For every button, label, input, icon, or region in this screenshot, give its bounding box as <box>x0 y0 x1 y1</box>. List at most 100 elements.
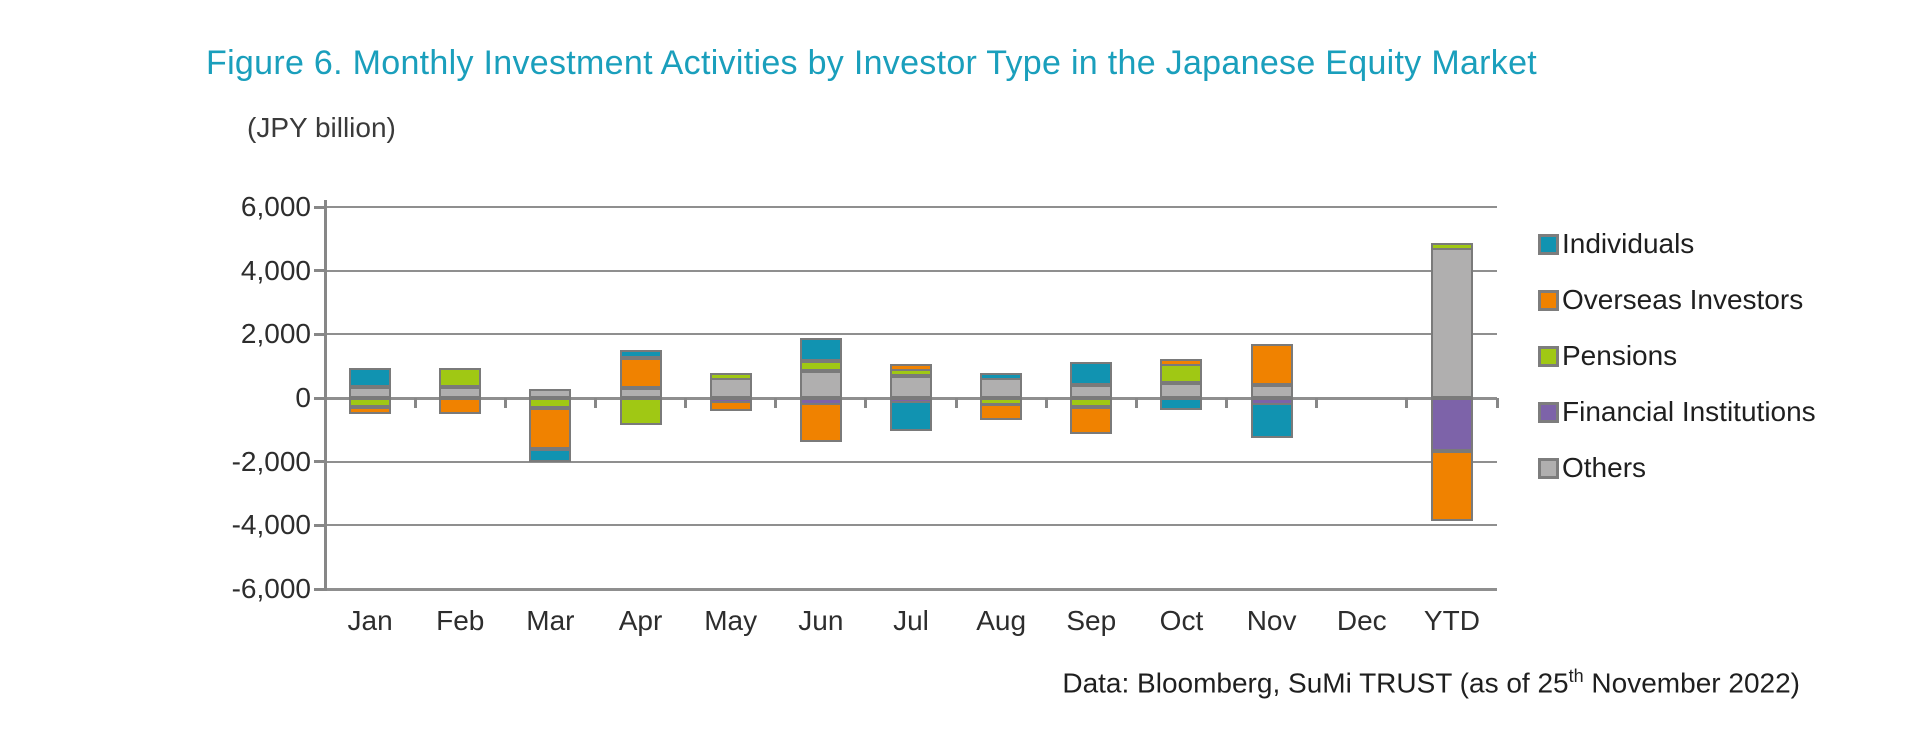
x-axis-tick <box>1225 398 1229 408</box>
bar-ytd-pensions <box>1430 242 1473 250</box>
bar-aug-overseas-investors <box>980 403 1023 421</box>
bar-sep-individuals <box>1070 362 1113 385</box>
figure-title: Figure 6. Monthly Investment Activities … <box>206 44 1538 82</box>
legend-item-individuals: Individuals <box>1538 228 1816 259</box>
bar-nov-individuals <box>1250 403 1293 439</box>
y-axis-tick <box>314 332 325 336</box>
gridline <box>325 587 1497 591</box>
bar-apr-overseas-investors <box>619 357 662 389</box>
gridline <box>325 524 1497 527</box>
bar-jan-pensions <box>349 398 392 407</box>
x-tick-label-feb: Feb <box>436 605 485 636</box>
bar-jul-others <box>890 376 932 398</box>
footer-text-suffix: November 2022) <box>1583 667 1800 699</box>
bar-apr-individuals <box>619 349 662 358</box>
x-axis-tick <box>1315 398 1319 408</box>
bar-jun-individuals <box>799 338 842 361</box>
legend-label: Individuals <box>1562 228 1695 259</box>
y-tick-label: 6,000 <box>240 191 311 222</box>
x-axis-tick <box>864 398 868 408</box>
bar-may-pensions <box>709 373 752 381</box>
x-axis-tick <box>413 398 417 408</box>
bar-oct-others <box>1160 383 1203 398</box>
bar-ytd-others <box>1430 248 1473 398</box>
bar-jan-individuals <box>349 368 392 388</box>
bar-ytd-overseas-investors <box>1430 450 1473 521</box>
bar-aug-others <box>980 378 1023 398</box>
legend-swatch-icon <box>1538 401 1559 423</box>
x-axis-tick <box>593 398 597 408</box>
gridline <box>325 333 1497 336</box>
bar-oct-pensions <box>1160 362 1203 384</box>
bar-may-overseas-investors <box>709 401 752 412</box>
bar-nov-overseas-investors <box>1250 343 1293 386</box>
bar-jun-others <box>799 371 842 398</box>
x-tick-label-ytd: YTD <box>1423 605 1480 636</box>
bar-may-others <box>709 378 752 398</box>
bar-mar-pensions <box>529 398 572 408</box>
bar-mar-overseas-investors <box>529 407 572 449</box>
plot-area: 6,000 4,000 2,000 0 -2,000 -4,000 -6,000 Jan Feb… <box>232 191 1499 636</box>
bar-sep-others <box>1070 384 1113 398</box>
x-tick-label-apr: Apr <box>618 605 663 636</box>
y-tick-label: 2,000 <box>240 318 311 350</box>
x-tick-label-dec: Dec <box>1336 605 1387 636</box>
bar-feb-overseas-investors <box>439 398 482 414</box>
legend-item-pensions: Pensions <box>1538 340 1816 371</box>
y-axis-tick <box>314 460 325 464</box>
x-axis-tick <box>503 398 507 408</box>
x-tick-label-oct: Oct <box>1159 605 1204 636</box>
y-tick-label: -4,000 <box>231 509 311 541</box>
bar-oct-individuals <box>1160 398 1203 411</box>
y-tick-label: 4,000 <box>240 254 311 286</box>
bar-aug-individuals <box>980 372 1023 380</box>
bar-jul-overseas-investors <box>890 364 932 372</box>
legend-swatch-icon <box>1538 233 1559 255</box>
x-tick-label-nov: Nov <box>1246 605 1297 636</box>
legend-label: Overseas Investors <box>1562 284 1804 315</box>
x-tick-label-may: May <box>704 605 758 636</box>
bar-jun-overseas-investors <box>799 403 842 442</box>
x-tick-label-jul: Jul <box>893 605 929 636</box>
bar-nov-others <box>1250 385 1293 398</box>
x-axis-tick <box>1405 398 1409 408</box>
gridline <box>325 206 1497 208</box>
bar-sep-overseas-investors <box>1070 406 1113 434</box>
bar-feb-others <box>439 387 482 398</box>
bar-sep-pensions <box>1070 398 1113 407</box>
bar-ytd-financial-institutions <box>1430 398 1473 451</box>
x-axis-tick <box>954 398 958 408</box>
x-axis-tick <box>684 398 688 408</box>
x-tick-label-aug: Aug <box>976 605 1027 636</box>
bar-mar-individuals <box>529 448 572 462</box>
y-axis-tick <box>314 587 325 591</box>
bar-apr-pensions <box>619 398 662 426</box>
gridline <box>325 269 1497 272</box>
legend-swatch-icon <box>1538 289 1559 311</box>
bar-oct-overseas-investors <box>1160 358 1203 366</box>
legend-swatch-icon <box>1538 457 1559 479</box>
y-axis-tick <box>314 523 325 527</box>
bar-mar-others <box>529 388 572 398</box>
y-tick-label: 0 <box>295 382 311 413</box>
y-tick-label: -6,000 <box>231 573 311 604</box>
data-source-note: Data: Bloomberg, SuMi TRUST (as of 25th … <box>1062 666 1800 699</box>
y-axis-tick <box>314 205 325 209</box>
bar-jul-individuals <box>890 400 932 432</box>
legend-label: Others <box>1562 452 1647 483</box>
x-tick-label-sep: Sep <box>1066 605 1117 636</box>
x-axis-tick <box>1044 398 1048 408</box>
legend-swatch-icon <box>1538 345 1559 367</box>
x-tick-label-mar: Mar <box>526 605 575 636</box>
y-axis-unit-label: (JPY billion) <box>247 112 396 143</box>
legend-item-others: Others <box>1538 452 1816 483</box>
gridline <box>325 460 1497 463</box>
footer-superscript: th <box>1568 666 1584 686</box>
footer-text: Data: Bloomberg, SuMi TRUST (as of 25 <box>1062 667 1569 699</box>
x-tick-label-jan: Jan <box>347 605 393 636</box>
bar-apr-others <box>619 388 662 398</box>
legend: Individuals Overseas Investors Pensions Fin… <box>1538 228 1816 510</box>
bar-jun-pensions <box>799 360 842 372</box>
y-axis-tick <box>314 396 325 400</box>
bar-feb-pensions <box>439 368 482 388</box>
